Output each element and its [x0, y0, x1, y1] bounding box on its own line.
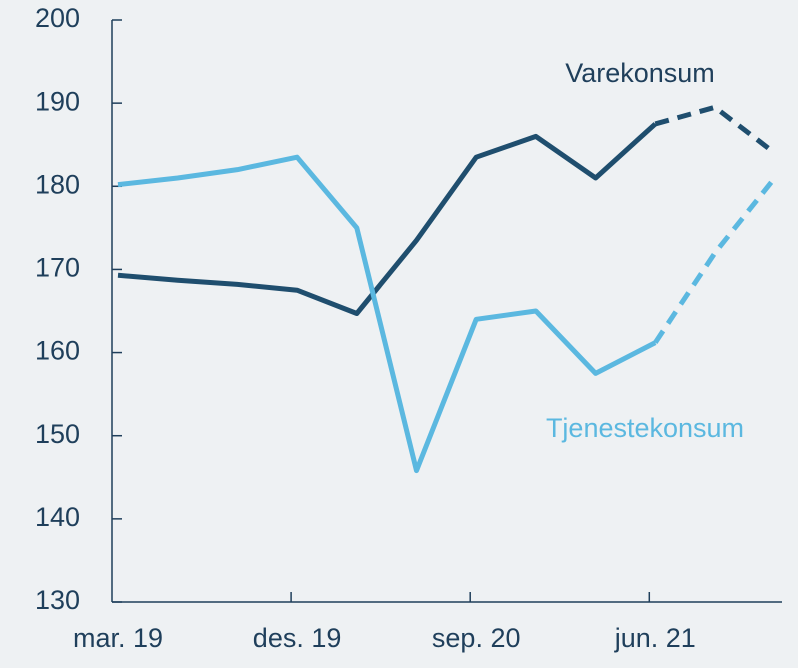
series-label: Varekonsum — [565, 58, 715, 88]
x-tick-label: des. 19 — [253, 623, 342, 653]
line-dashed — [653, 176, 777, 344]
y-tick-label: 190 — [35, 86, 80, 116]
series-label: Tjenestekonsum — [546, 413, 744, 443]
y-tick-label: 130 — [35, 585, 80, 615]
x-tick-label: jun. 21 — [614, 623, 696, 653]
y-tick-label: 180 — [35, 169, 80, 199]
line — [117, 122, 657, 316]
x-tick-label: sep. 20 — [432, 623, 521, 653]
y-tick-label: 150 — [35, 419, 80, 449]
line — [117, 154, 657, 474]
y-tick-label: 170 — [35, 253, 80, 283]
y-tick-label: 200 — [35, 3, 80, 33]
line-dashed — [654, 104, 777, 156]
x-tick-label: mar. 19 — [73, 623, 163, 653]
y-tick-label: 140 — [35, 502, 80, 532]
y-tick-label: 160 — [35, 336, 80, 366]
